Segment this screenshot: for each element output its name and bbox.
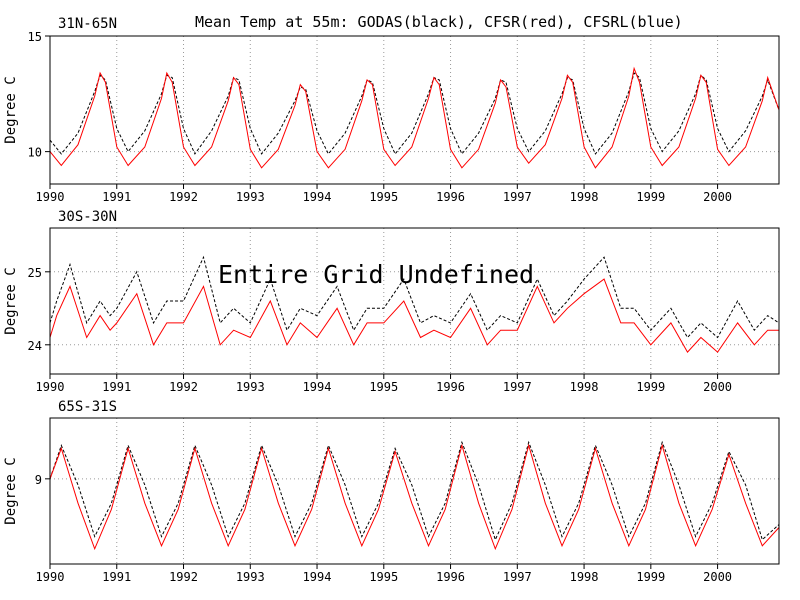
y-tick-label: 24: [28, 339, 42, 353]
x-tick-label: 1994: [303, 190, 332, 204]
y-axis-label: Degree C: [3, 267, 19, 334]
chart-annotation: Entire Grid Undefined: [218, 260, 534, 289]
x-tick-label: 1999: [636, 190, 665, 204]
x-tick-label: 1997: [503, 380, 532, 394]
x-tick-label: 1998: [570, 570, 599, 584]
x-tick-label: 1990: [36, 570, 65, 584]
panel-label: 30S-30N: [58, 209, 117, 225]
y-tick-label: 9: [35, 473, 42, 487]
panel-label: 31N-65N: [58, 16, 117, 32]
y-tick-label: 15: [28, 30, 42, 44]
x-tick-label: 1991: [102, 190, 131, 204]
x-tick-label: 1995: [369, 380, 398, 394]
x-tick-label: 1992: [169, 190, 198, 204]
x-tick-label: 1990: [36, 380, 65, 394]
series-line-cfsr: [49, 278, 779, 353]
x-tick-label: 1999: [636, 570, 665, 584]
x-tick-label: 1994: [303, 570, 332, 584]
x-tick-label: 1996: [436, 570, 465, 584]
x-tick-label: 1998: [570, 190, 599, 204]
x-tick-label: 1992: [169, 380, 198, 394]
x-tick-label: 2000: [703, 380, 732, 394]
x-tick-label: 1991: [102, 380, 131, 394]
chart-panel-3: 1990 1991 1992 1993 1994 1995 1996 1997 1998 1999…: [3, 399, 780, 584]
panel-label: 65S-31S: [58, 399, 117, 415]
series-line-godas: [49, 72, 780, 155]
x-tick-label: 1999: [636, 380, 665, 394]
y-axis-label: Degree C: [3, 457, 19, 524]
x-tick-label: 1992: [169, 570, 198, 584]
x-tick-label: 1995: [369, 190, 398, 204]
x-tick-label: 1994: [303, 380, 332, 394]
panels-group: 1990 1991 1992 1993 1994 1995 1996 1997 1998 1999…: [3, 16, 780, 584]
plot-frame: [49, 417, 780, 565]
series-line-cfsr: [49, 443, 780, 551]
x-tick-label: 1997: [503, 190, 532, 204]
chart-panel-1: 1990 1991 1992 1993 1994 1995 1996 1997 1998 1999…: [3, 16, 780, 204]
x-tick-label: 1996: [436, 380, 465, 394]
x-tick-label: 1993: [236, 380, 265, 394]
plot-frame: [49, 35, 780, 185]
x-tick-label: 1997: [503, 570, 532, 584]
x-tick-label: 1990: [36, 190, 65, 204]
figure-title: Mean Temp at 55m: GODAS(black), CFSR(red…: [195, 13, 683, 31]
x-tick-label: 1996: [436, 190, 465, 204]
x-tick-label: 1991: [102, 570, 131, 584]
x-tick-label: 1998: [570, 380, 599, 394]
plot-frame: [49, 227, 780, 375]
series-line-cfsr: [49, 66, 780, 169]
chart-panel-2: 1990 1991 1992 1993 1994 1995 1996 1997 1998 1999…: [3, 209, 780, 394]
series-line-godas: [49, 440, 780, 542]
y-tick-label: 10: [28, 146, 42, 160]
x-tick-label: 2000: [703, 190, 732, 204]
x-tick-label: 2000: [703, 570, 732, 584]
series-line-godas: [49, 255, 780, 339]
y-axis-label: Degree C: [3, 76, 19, 143]
x-tick-label: 1993: [236, 190, 265, 204]
x-tick-label: 1993: [236, 570, 265, 584]
x-tick-label: 1995: [369, 570, 398, 584]
y-tick-label: 25: [28, 266, 42, 280]
